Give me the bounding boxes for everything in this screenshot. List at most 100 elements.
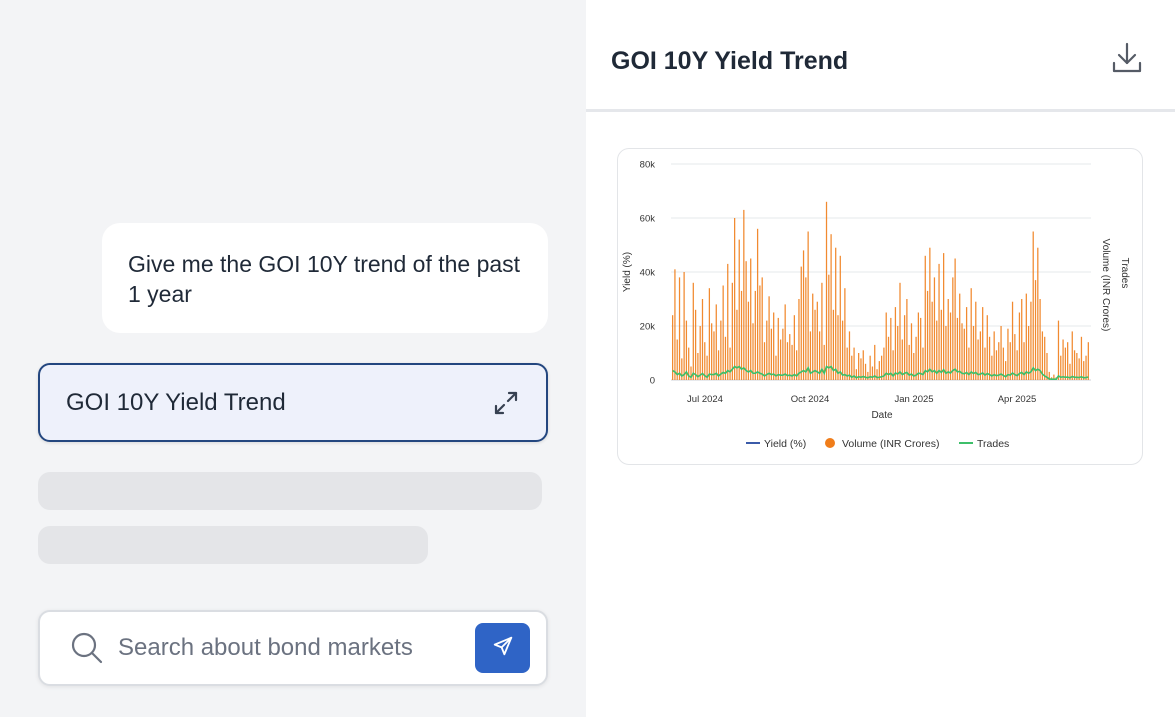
volume-bar	[972, 326, 975, 380]
volume-bar	[892, 350, 894, 380]
y-axis-label-left: Yield (%)	[622, 252, 633, 292]
volume-bar	[782, 328, 784, 380]
volume-bar	[752, 323, 754, 380]
volume-bar	[779, 339, 782, 380]
volume-bar	[692, 282, 694, 380]
volume-bar	[777, 317, 779, 380]
volume-bar	[768, 296, 770, 380]
volume-bar	[1053, 374, 1055, 380]
artifact-card-title: GOI 10Y Yield Trend	[66, 388, 286, 416]
volume-bar	[954, 258, 956, 380]
volume-bar	[926, 290, 929, 380]
send-button[interactable]	[475, 623, 530, 673]
x-tick-label: Apr 2025	[998, 394, 1037, 405]
volume-bar	[1007, 328, 1009, 380]
volume-bar	[674, 269, 676, 380]
volume-bar	[818, 331, 821, 380]
legend-label-trades[interactable]: Trades	[977, 438, 1009, 450]
volume-bar	[915, 336, 917, 380]
volume-bar	[869, 355, 871, 380]
volume-bar	[1046, 353, 1048, 380]
volume-bar	[936, 320, 938, 380]
volume-bar	[988, 336, 991, 380]
legend-label-yield[interactable]: Yield (%)	[764, 438, 806, 450]
volume-bar	[823, 344, 825, 380]
volume-bar	[722, 285, 724, 380]
volume-bar	[952, 277, 954, 380]
volume-bar	[885, 312, 887, 380]
volume-bar	[860, 358, 862, 380]
volume-bar	[894, 307, 897, 380]
download-icon[interactable]	[1111, 41, 1143, 75]
volume-bar	[917, 312, 920, 380]
volume-bar	[807, 231, 809, 380]
volume-bar	[1023, 342, 1025, 380]
volume-bar	[910, 323, 913, 380]
volume-bar	[791, 344, 793, 380]
volume-bar	[924, 255, 926, 380]
y-tick-label: 20k	[640, 322, 656, 333]
volume-bar	[887, 336, 890, 380]
volume-bar	[825, 201, 828, 380]
trades-series-line	[672, 365, 1089, 380]
volume-bar	[906, 299, 908, 380]
volume-bar	[1039, 299, 1041, 380]
volume-bar	[747, 301, 750, 380]
volume-bar	[1073, 350, 1076, 380]
panel-title: GOI 10Y Yield Trend	[611, 47, 849, 75]
volume-bar	[786, 342, 789, 380]
x-tick-label: Jan 2025	[894, 394, 933, 405]
volume-bar	[922, 347, 924, 380]
volume-bar	[1021, 299, 1023, 380]
legend-label-volume[interactable]: Volume (INR Crores)	[842, 438, 939, 450]
expand-icon[interactable]	[492, 389, 520, 417]
volume-bar	[920, 317, 922, 380]
y-axis-label-right-volume: Volume (INR Crores)	[1100, 239, 1111, 332]
volume-bar	[970, 288, 972, 380]
volume-bar	[734, 218, 736, 380]
volume-bar	[800, 266, 802, 380]
volume-bar	[681, 358, 683, 380]
x-axis-ticks: Jul 2024 Oct 2024 Jan 2025 Apr 2025	[687, 394, 1036, 405]
volume-bar	[754, 290, 756, 380]
volume-bar	[991, 355, 993, 380]
volume-bar	[890, 317, 892, 380]
volume-bar	[871, 366, 874, 380]
volume-bar	[968, 347, 970, 380]
volume-bar	[1087, 342, 1089, 380]
volume-bar	[796, 350, 798, 380]
volume-bar	[1085, 355, 1087, 380]
volume-bar	[848, 331, 851, 380]
volume-bar	[1030, 301, 1032, 380]
volume-bar	[982, 307, 984, 380]
volume-bar	[1069, 363, 1071, 380]
volume-bar	[678, 277, 681, 380]
volume-bar	[1078, 358, 1080, 380]
volume-bar	[876, 369, 878, 380]
volume-bar	[1080, 336, 1083, 380]
volume-bar	[738, 239, 740, 380]
volume-bar	[830, 234, 832, 380]
volume-bar	[809, 331, 812, 380]
volume-bar	[965, 307, 968, 380]
volume-bar	[897, 326, 899, 380]
volume-bar	[945, 326, 947, 380]
volume-bar	[844, 288, 846, 380]
volume-bar	[731, 282, 733, 380]
volume-bar	[986, 315, 988, 380]
volume-bar	[1034, 280, 1037, 380]
volume-bar	[943, 253, 945, 380]
volume-bar	[903, 315, 906, 380]
volume-bar	[835, 247, 837, 380]
volume-bar	[683, 272, 685, 380]
volume-bar	[773, 312, 775, 380]
user-message-text: Give me the GOI 10Y trend of the past 1 …	[128, 251, 521, 307]
volume-bar	[756, 228, 759, 380]
volume-bar	[1011, 301, 1014, 380]
artifact-card[interactable]: GOI 10Y Yield Trend	[38, 363, 548, 442]
trades-line	[672, 365, 1089, 380]
volume-bar	[956, 317, 959, 380]
volume-bar	[720, 320, 722, 380]
search-input[interactable]	[118, 634, 475, 662]
volume-bar	[938, 263, 940, 380]
